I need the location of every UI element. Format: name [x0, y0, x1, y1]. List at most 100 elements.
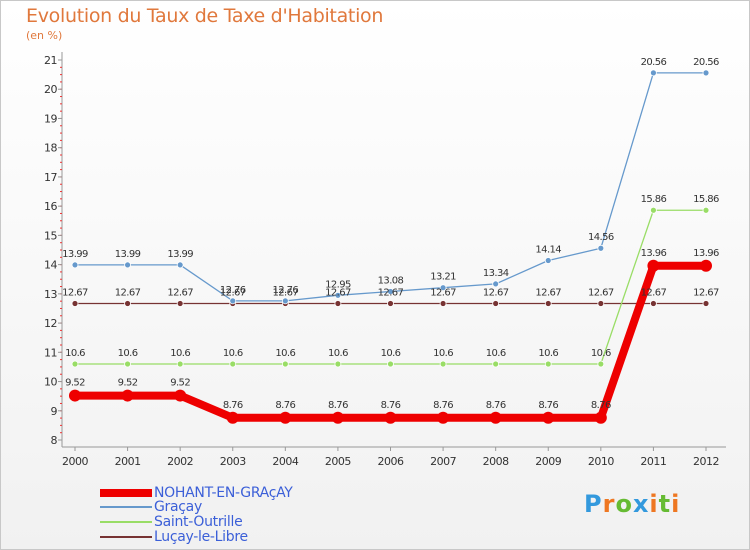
data-label-nohant: 8.76	[591, 400, 611, 411]
y-tick-label: 18	[44, 142, 57, 155]
data-label-lucay-le-libre: 12.67	[641, 287, 667, 298]
data-point-gracay	[544, 257, 552, 264]
data-label-nohant: 13.96	[641, 248, 667, 259]
legend-label-saint-outrille: Saint-Outrille	[154, 514, 243, 530]
data-label-lucay-le-libre: 12.67	[430, 287, 456, 298]
data-point-saint-outrille	[387, 360, 394, 368]
data-point-saint-outrille	[597, 360, 605, 368]
data-label-nohant: 9.52	[65, 378, 85, 389]
data-label-saint-outrille: 15.86	[641, 194, 667, 205]
legend-item-lucay-le-libre[interactable]: Luçay-le-Libre	[100, 529, 248, 545]
legend-item-nohant[interactable]: NOHANT-EN-GRAçAY	[100, 485, 293, 501]
data-label-saint-outrille: 10.6	[223, 348, 243, 359]
data-label-gracay: 12.76	[220, 285, 246, 296]
legend-label-gracay: Graçay	[154, 499, 202, 515]
data-label-saint-outrille: 10.6	[381, 348, 401, 359]
data-point-saint-outrille	[124, 360, 131, 368]
data-point-saint-outrille	[492, 360, 500, 368]
legend-label-lucay-le-libre: Luçay-le-Libre	[154, 529, 248, 545]
x-tick-label: 2010	[588, 455, 614, 468]
y-tick-label: 19	[44, 112, 57, 125]
legend-swatch-lucay-le-libre	[100, 536, 152, 538]
logo-letter: x	[632, 490, 650, 518]
data-point-gracay	[650, 69, 657, 77]
y-tick-label: 8	[51, 434, 58, 447]
legend-swatch-gracay	[100, 506, 152, 508]
data-label-gracay: 20.56	[641, 57, 667, 68]
x-tick-label: 2002	[167, 455, 193, 468]
x-tick-label: 2011	[640, 455, 666, 468]
data-label-nohant: 8.76	[433, 400, 453, 411]
data-point-gracay	[71, 261, 79, 269]
x-tick-label: 2007	[430, 455, 456, 468]
data-label-lucay-le-libre: 12.67	[693, 287, 719, 298]
data-point-gracay	[597, 244, 605, 252]
data-point-lucay-le-libre	[492, 300, 500, 307]
x-tick-label: 2005	[325, 455, 351, 468]
data-point-lucay-le-libre	[597, 300, 605, 307]
data-label-gracay: 13.34	[483, 268, 509, 279]
data-label-lucay-le-libre: 12.67	[167, 287, 193, 298]
data-label-lucay-le-libre: 12.67	[535, 287, 561, 298]
data-label-saint-outrille: 10.6	[433, 348, 453, 359]
data-point-gracay	[281, 297, 289, 305]
data-label-gracay: 13.99	[115, 249, 141, 260]
data-point-lucay-le-libre	[387, 300, 394, 307]
data-point-saint-outrille	[71, 360, 79, 368]
y-tick-label: 11	[44, 346, 57, 359]
data-label-nohant: 8.76	[328, 400, 348, 411]
legend-swatch-nohant	[100, 489, 152, 497]
data-label-nohant: 8.76	[538, 400, 558, 411]
y-tick-label: 17	[44, 171, 57, 184]
legend-item-saint-outrille[interactable]: Saint-Outrille	[100, 514, 243, 530]
data-point-nohant	[700, 259, 712, 272]
data-point-gracay	[702, 69, 710, 77]
y-tick-label: 13	[44, 288, 57, 301]
data-label-lucay-le-libre: 12.67	[115, 287, 141, 298]
data-label-gracay: 13.99	[167, 249, 193, 260]
data-label-gracay: 13.08	[378, 276, 404, 287]
data-point-lucay-le-libre	[124, 300, 131, 307]
series-line-gracay	[75, 72, 706, 302]
data-label-gracay: 14.56	[588, 232, 614, 243]
data-point-nohant	[594, 411, 607, 424]
chart-title: Evolution du Taux de Taxe d'Habitation	[26, 5, 384, 27]
data-point-nohant	[69, 389, 81, 402]
x-tick-label: 2003	[220, 455, 246, 468]
y-tick-label: 15	[44, 229, 57, 242]
data-point-nohant	[121, 389, 134, 402]
data-point-gracay	[124, 261, 131, 269]
logo-letter: r	[602, 490, 616, 518]
data-label-lucay-le-libre: 12.67	[483, 287, 509, 298]
data-label-saint-outrille: 10.6	[118, 348, 138, 359]
data-label-saint-outrille: 10.6	[170, 348, 190, 359]
data-point-nohant	[647, 259, 660, 272]
data-point-lucay-le-libre	[334, 300, 342, 307]
data-point-saint-outrille	[650, 206, 657, 214]
series-points	[69, 69, 712, 424]
data-label-lucay-le-libre: 12.67	[273, 287, 299, 298]
data-label-nohant: 8.76	[381, 400, 401, 411]
y-tick-label: 9	[51, 405, 58, 418]
data-label-gracay: 12.76	[273, 285, 299, 296]
data-label-lucay-le-libre: 12.67	[588, 287, 614, 298]
data-point-gracay	[334, 291, 342, 299]
data-point-lucay-le-libre	[176, 300, 184, 307]
data-point-lucay-le-libre	[650, 300, 657, 307]
data-label-nohant: 13.96	[693, 248, 719, 259]
legend-swatch-saint-outrille	[100, 521, 152, 523]
x-tick-label: 2012	[693, 455, 719, 468]
x-tick-label: 2009	[535, 455, 561, 468]
data-label-gracay: 20.56	[693, 57, 719, 68]
data-point-saint-outrille	[176, 360, 184, 368]
legend-item-gracay[interactable]: Graçay	[100, 499, 202, 515]
data-point-nohant	[384, 411, 397, 424]
data-point-lucay-le-libre	[544, 300, 552, 307]
x-tick-label: 2008	[483, 455, 509, 468]
y-tick-label: 10	[44, 376, 57, 389]
logo-letter: t	[658, 490, 672, 518]
data-label-saint-outrille: 10.6	[486, 348, 506, 359]
x-tick-label: 2000	[62, 455, 88, 468]
